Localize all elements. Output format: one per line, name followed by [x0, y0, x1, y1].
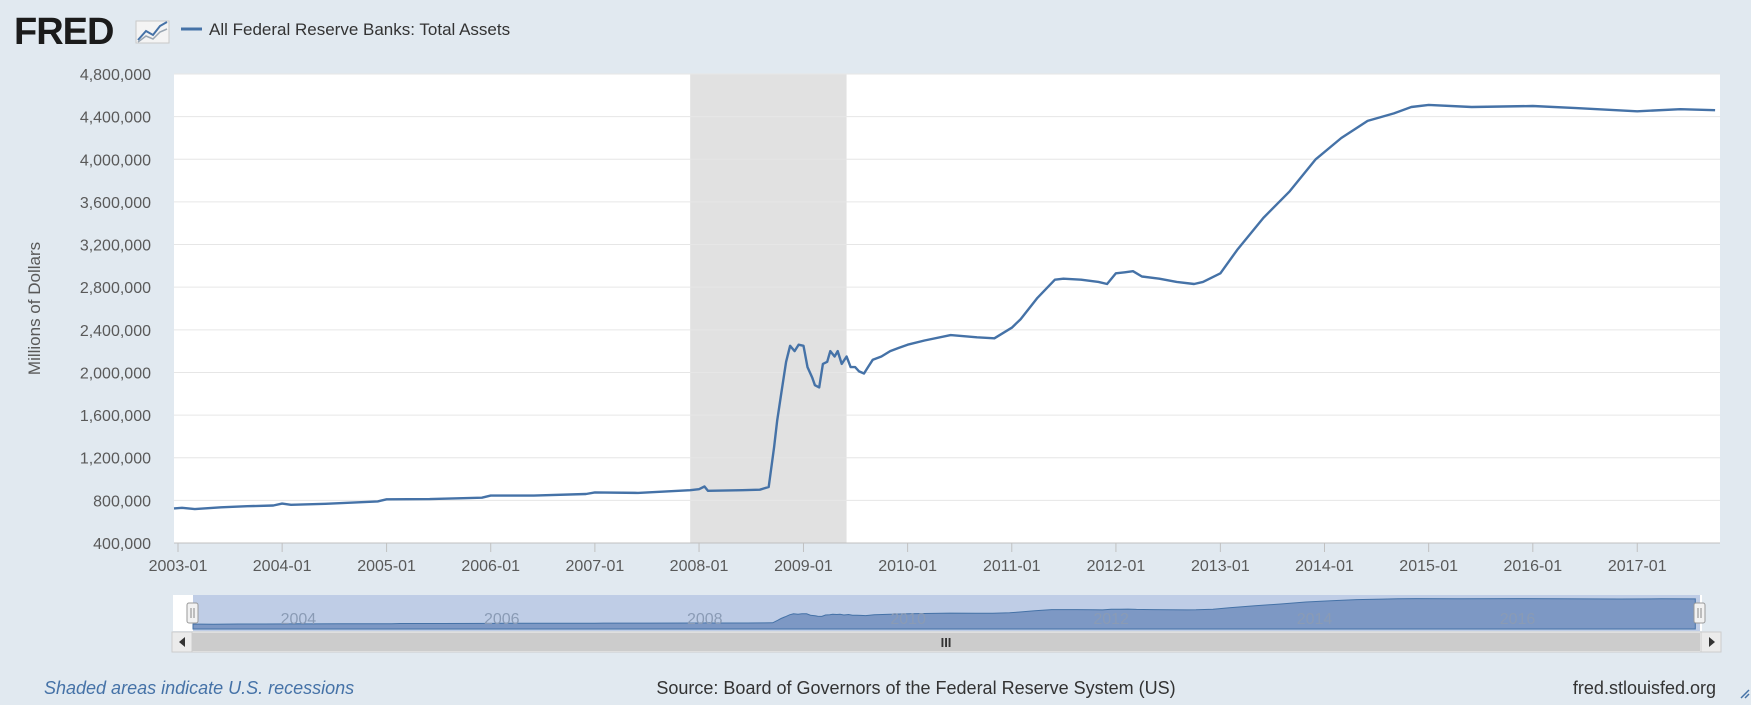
x-tick-label: 2003-01	[149, 558, 208, 575]
y-tick-label: 4,000,000	[80, 152, 151, 169]
legend-label: All Federal Reserve Banks: Total Assets	[209, 20, 510, 39]
y-tick-label: 800,000	[93, 493, 151, 510]
range-navigator[interactable]: 2004 2006 2008 2010 2012 2014 2016	[173, 595, 1706, 631]
y-tick-label: 2,000,000	[80, 365, 151, 382]
navigator-year-label: 2008	[687, 611, 723, 628]
y-tick-label: 4,400,000	[80, 110, 151, 127]
x-tick-label: 2016-01	[1503, 558, 1562, 575]
x-tick-label: 2012-01	[1087, 558, 1146, 575]
navigator-year-label: 2004	[281, 611, 317, 628]
fred-logo-graph-icon	[135, 20, 170, 44]
x-tick-label: 2015-01	[1399, 558, 1458, 575]
navigator-left-handle[interactable]	[186, 602, 199, 624]
fred-logo[interactable]: FRED	[14, 11, 170, 53]
x-tick-label: 2011-01	[983, 558, 1041, 575]
x-tick-label: 2005-01	[357, 558, 416, 575]
navigator-right-handle[interactable]	[1693, 602, 1706, 624]
y-tick-label: 1,600,000	[80, 408, 151, 425]
x-tick-label: 2014-01	[1295, 558, 1354, 575]
scrollbar[interactable]: III	[171, 631, 1722, 653]
scrollbar-thumb[interactable]	[192, 633, 1700, 651]
site-link[interactable]: fred.stlouisfed.org	[1573, 678, 1716, 698]
y-tick-label: 2,800,000	[80, 280, 151, 297]
scroll-right-arrow-icon	[1709, 637, 1715, 647]
series-layer	[173, 103, 1716, 511]
x-tick-label: 2009-01	[774, 558, 833, 575]
scrollbar-grip: III	[941, 635, 952, 650]
y-tick-label: 3,200,000	[80, 238, 151, 255]
x-tick-label: 2007-01	[566, 558, 625, 575]
x-tick-label: 2017-01	[1608, 558, 1667, 575]
y-tick-label: 3,600,000	[80, 195, 151, 212]
source-note: Source: Board of Governors of the Federa…	[656, 678, 1175, 698]
navigator-year-labels: 2004 2006 2008 2010 2012 2014 2016	[281, 611, 1536, 628]
scroll-left-arrow-icon	[179, 637, 185, 647]
navigator-year-label: 2010	[890, 611, 926, 628]
navigator-year-label: 2014	[1297, 611, 1333, 628]
x-tick-label: 2004-01	[253, 558, 312, 575]
navigator-year-label: 2012	[1093, 611, 1129, 628]
resize-grip-icon[interactable]	[1740, 689, 1750, 699]
x-tick-label: 2013-01	[1191, 558, 1250, 575]
y-tick-label: 400,000	[93, 536, 151, 553]
y-tick-label: 2,400,000	[80, 323, 151, 340]
x-tick-label: 2006-01	[461, 558, 520, 575]
series-line[interactable]	[173, 103, 1716, 511]
plot-area	[174, 74, 1720, 543]
legend[interactable]: All Federal Reserve Banks: Total Assets	[181, 20, 510, 39]
y-axis-label: Millions of Dollars	[25, 242, 44, 375]
y-axis: 400,000 800,000 1,200,000 1,600,000 2,000,00…	[80, 67, 151, 553]
navigator-year-label: 2006	[484, 611, 520, 628]
x-tick-label: 2010-01	[878, 558, 937, 575]
scroll-right-button[interactable]	[1700, 631, 1722, 653]
recession-shading	[690, 74, 847, 543]
recession-band	[690, 74, 847, 543]
navigator-series-area	[192, 598, 1696, 630]
y-tick-label: 4,800,000	[80, 67, 151, 84]
navigator-year-label: 2016	[1500, 611, 1536, 628]
x-axis: 2003-01 2004-01 2005-01 2006-01 2007-01 2008-…	[149, 542, 1720, 575]
scroll-left-button[interactable]	[171, 631, 193, 653]
x-tick-label: 2008-01	[670, 558, 729, 575]
y-tick-label: 1,200,000	[80, 451, 151, 468]
recession-note: Shaded areas indicate U.S. recessions	[44, 678, 354, 698]
fred-logo-text: FRED	[14, 11, 113, 53]
